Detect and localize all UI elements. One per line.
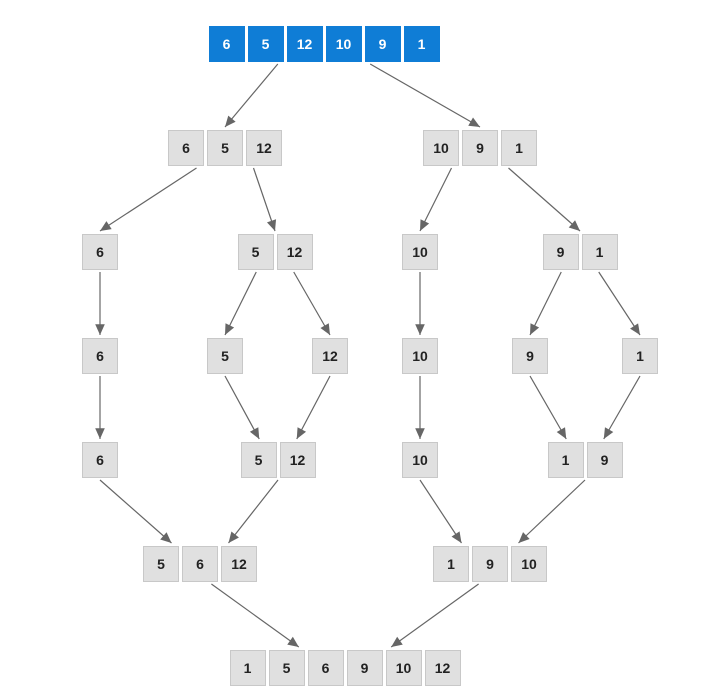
edge-arrow: [604, 376, 640, 439]
edge-arrow: [229, 480, 279, 543]
array-cell: 1: [501, 130, 537, 166]
array-cell: 6: [182, 546, 218, 582]
edge-arrow: [211, 584, 298, 647]
array-cell: 5: [269, 650, 305, 686]
array-cell: 12: [221, 546, 257, 582]
edge-arrow: [294, 272, 330, 335]
array-cell: 1: [230, 650, 266, 686]
edge-arrow: [420, 480, 462, 543]
array-cell: 9: [543, 234, 579, 270]
array-cell: 5: [238, 234, 274, 270]
array-cell: 5: [248, 26, 284, 62]
array-cell: 12: [246, 130, 282, 166]
edge-arrow: [530, 376, 566, 439]
array-cell: 9: [365, 26, 401, 62]
array-cell: 9: [347, 650, 383, 686]
array-cell: 12: [287, 26, 323, 62]
array-cell: 12: [280, 442, 316, 478]
array-cell: 5: [207, 130, 243, 166]
array-cell: 6: [308, 650, 344, 686]
array-cell: 10: [402, 442, 438, 478]
array-cell: 6: [82, 338, 118, 374]
array-cell: 6: [168, 130, 204, 166]
array-cell: 10: [402, 234, 438, 270]
edge-arrow: [100, 168, 197, 231]
edge-arrow: [391, 584, 478, 647]
array-cell: 12: [425, 650, 461, 686]
edge-arrow: [225, 376, 259, 439]
edge-arrow: [225, 64, 278, 127]
array-cell: 10: [326, 26, 362, 62]
array-cell: 10: [511, 546, 547, 582]
edge-arrow: [599, 272, 640, 335]
edge-arrow: [420, 168, 452, 231]
array-cell: 1: [548, 442, 584, 478]
edge-arrow: [530, 272, 561, 335]
array-cell: 1: [404, 26, 440, 62]
array-cell: 9: [512, 338, 548, 374]
edge-arrow: [519, 480, 586, 543]
edge-arrow: [509, 168, 581, 231]
array-cell: 5: [207, 338, 243, 374]
array-cell: 1: [582, 234, 618, 270]
edge-arrow: [225, 272, 256, 335]
array-cell: 6: [209, 26, 245, 62]
array-cell: 5: [241, 442, 277, 478]
array-cell: 10: [402, 338, 438, 374]
array-cell: 1: [622, 338, 658, 374]
edge-arrow: [297, 376, 330, 439]
array-cell: 9: [462, 130, 498, 166]
array-cell: 6: [82, 234, 118, 270]
array-cell: 5: [143, 546, 179, 582]
array-cell: 12: [312, 338, 348, 374]
array-cell: 9: [587, 442, 623, 478]
edge-arrow: [254, 168, 276, 231]
array-cell: 10: [386, 650, 422, 686]
edge-arrow: [100, 480, 172, 543]
array-cell: 6: [82, 442, 118, 478]
mergesort-diagram: 6512109165121091651210916512109165121019…: [0, 0, 723, 700]
array-cell: 10: [423, 130, 459, 166]
array-cell: 9: [472, 546, 508, 582]
array-cell: 12: [277, 234, 313, 270]
array-cell: 1: [433, 546, 469, 582]
edge-arrow: [370, 64, 480, 127]
